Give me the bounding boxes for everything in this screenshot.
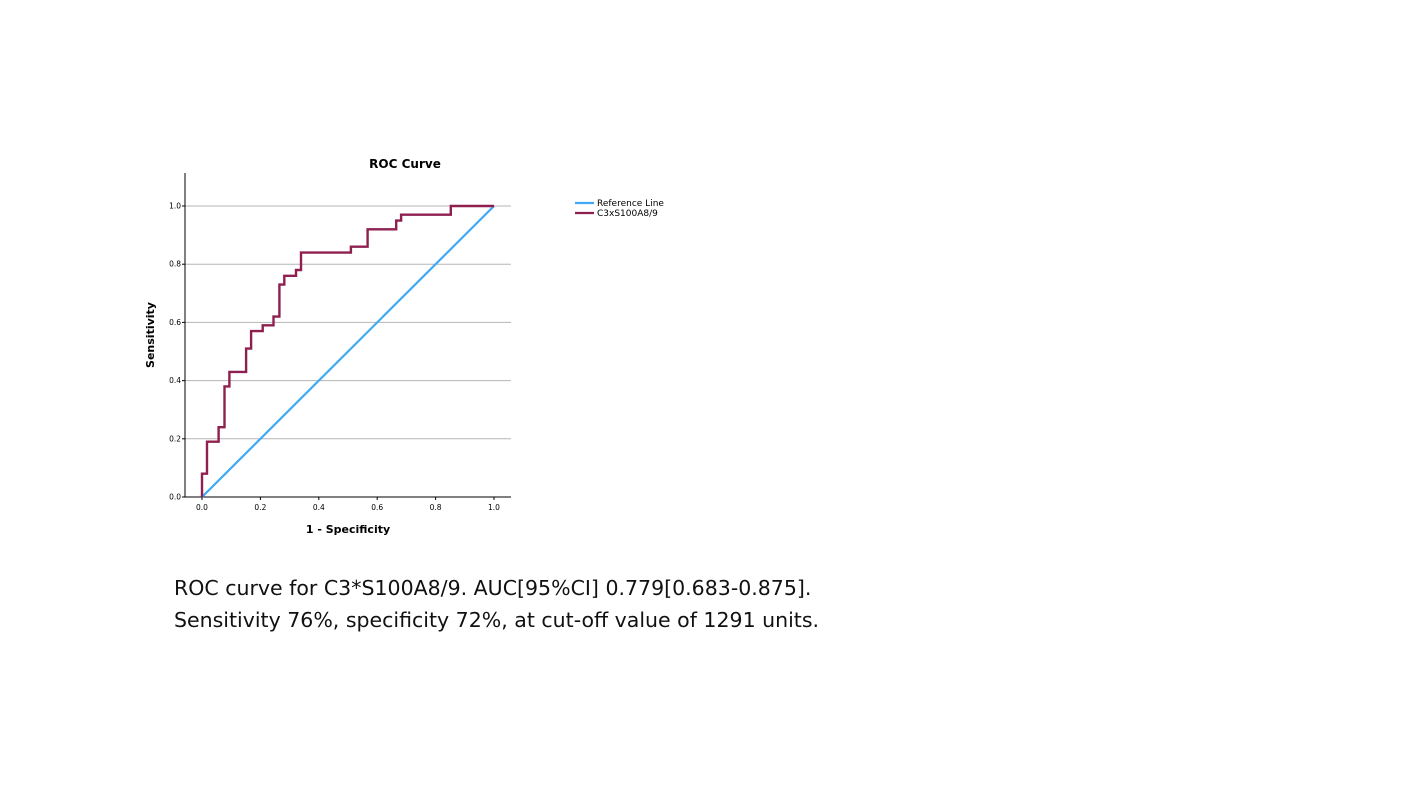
y-axis-label: Sensitivity bbox=[144, 302, 157, 368]
x-tick-label: 0.4 bbox=[313, 503, 325, 512]
series-line-reference bbox=[201, 205, 495, 498]
y-tick-label: 0.0 bbox=[169, 493, 181, 502]
y-tick-label: 0.2 bbox=[169, 434, 181, 443]
y-tick-label: 1.0 bbox=[169, 202, 181, 211]
y-tick-labels: 0.0 0.2 0.4 0.6 0.8 1.0 bbox=[169, 202, 181, 502]
chart-title: ROC Curve bbox=[369, 157, 441, 171]
gridlines bbox=[185, 205, 511, 440]
x-tick-label: 0.6 bbox=[371, 503, 383, 512]
axes bbox=[182, 173, 511, 500]
x-axis-label: 1 - Specificity bbox=[306, 523, 390, 536]
x-tick-label: 0.0 bbox=[196, 503, 208, 512]
caption-line-1: ROC curve for C3*S100A8/9. AUC[95%CI] 0.… bbox=[174, 576, 812, 600]
y-tick-label: 0.8 bbox=[169, 260, 181, 269]
y-tick-label: 0.4 bbox=[169, 376, 181, 385]
series-line-c3xs100a8-9 bbox=[200, 204, 494, 497]
x-tick-label: 0.2 bbox=[254, 503, 266, 512]
x-tick-labels: 0.0 0.2 0.4 0.6 0.8 1.0 bbox=[196, 503, 500, 512]
legend-label: C3xS100A8/9 bbox=[597, 209, 658, 219]
caption-line-2: Sensitivity 76%, specificity 72%, at cut… bbox=[174, 608, 820, 632]
x-tick-label: 0.8 bbox=[430, 503, 442, 512]
series-lines bbox=[200, 204, 495, 498]
y-tick-label: 0.6 bbox=[169, 318, 181, 327]
figure-caption: ROC curve for C3*S100A8/9. AUC[95%CI] 0.… bbox=[174, 572, 1074, 636]
x-tick-label: 1.0 bbox=[488, 503, 500, 512]
legend-label: Reference Line bbox=[597, 199, 664, 209]
